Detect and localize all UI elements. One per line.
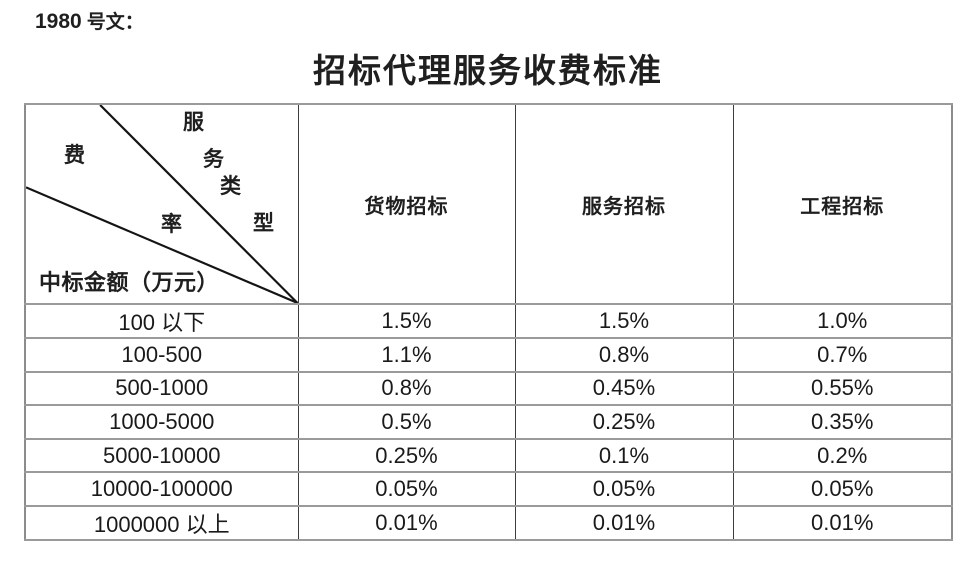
rate-cell: 0.05% <box>297 471 516 507</box>
rate-cell: 1.1% <box>297 337 516 373</box>
doc-number-label: 号文： <box>86 12 144 33</box>
rate-cell: 0.45% <box>514 370 734 407</box>
amount-range-cell: 1000-5000 <box>24 404 299 440</box>
diagonal-divider-lines <box>26 105 298 303</box>
table-row: 1000-5000 0.5% 0.25% 0.35% <box>24 404 953 440</box>
amount-range-cell: 500-1000 <box>24 370 299 407</box>
table-row: 100 以下 1.5% 1.5% 1.0% <box>24 303 953 339</box>
rate-cell: 0.7% <box>732 337 953 373</box>
rate-cell: 0.5% <box>297 404 516 440</box>
corner-service-type-char: 型 <box>253 211 274 235</box>
amount-range-cell: 10000-100000 <box>24 471 299 507</box>
column-header-services: 服务招标 <box>514 103 734 305</box>
fee-standard-table: 服 务 类 型 费 率 中标金额（万元） 货物招标 服务招标 工程招标 100 … <box>24 103 953 541</box>
corner-header-cell: 服 务 类 型 费 率 中标金额（万元） <box>24 103 299 305</box>
doc-reference: 1980 号文： <box>35 7 144 34</box>
corner-fee-rate-char: 费 <box>64 143 85 167</box>
amount-range-cell: 1000000 以上 <box>24 504 299 541</box>
corner-service-type-char: 务 <box>203 147 224 171</box>
amount-range-cell: 100 以下 <box>24 303 299 339</box>
rate-cell: 0.25% <box>297 437 516 474</box>
corner-service-type-char: 类 <box>220 174 241 198</box>
table-header-row: 服 务 类 型 费 率 中标金额（万元） 货物招标 服务招标 工程招标 <box>24 103 953 305</box>
table-row: 1000000 以上 0.01% 0.01% 0.01% <box>24 504 953 541</box>
rate-cell: 0.01% <box>514 504 734 541</box>
page-title: 招标代理服务收费标准 <box>313 54 663 90</box>
column-header-goods: 货物招标 <box>297 103 516 305</box>
doc-number: 1980 <box>35 10 82 33</box>
rate-cell: 0.8% <box>297 370 516 407</box>
amount-range-cell: 100-500 <box>24 337 299 373</box>
rate-cell: 0.55% <box>732 370 953 407</box>
rate-cell: 1.0% <box>732 303 953 339</box>
rate-cell: 0.01% <box>297 504 516 541</box>
rate-cell: 0.05% <box>732 471 953 507</box>
rate-cell: 1.5% <box>297 303 516 339</box>
rate-cell: 0.1% <box>514 437 734 474</box>
amount-range-cell: 5000-10000 <box>24 437 299 474</box>
table-row: 500-1000 0.8% 0.45% 0.55% <box>24 370 953 407</box>
rate-cell: 1.5% <box>514 303 734 339</box>
column-header-engineering: 工程招标 <box>732 103 953 305</box>
table-row: 100-500 1.1% 0.8% 0.7% <box>24 337 953 373</box>
rate-cell: 0.35% <box>732 404 953 440</box>
rate-cell: 0.2% <box>732 437 953 474</box>
corner-service-type-char: 服 <box>183 110 204 134</box>
table-row: 10000-100000 0.05% 0.05% 0.05% <box>24 471 953 507</box>
rate-cell: 0.05% <box>514 471 734 507</box>
rate-cell: 0.8% <box>514 337 734 373</box>
rate-cell: 0.01% <box>732 504 953 541</box>
corner-fee-rate-char: 率 <box>161 212 182 236</box>
rate-cell: 0.25% <box>514 404 734 440</box>
table-row: 5000-10000 0.25% 0.1% 0.2% <box>24 437 953 474</box>
corner-amount-label: 中标金额（万元） <box>39 270 220 295</box>
